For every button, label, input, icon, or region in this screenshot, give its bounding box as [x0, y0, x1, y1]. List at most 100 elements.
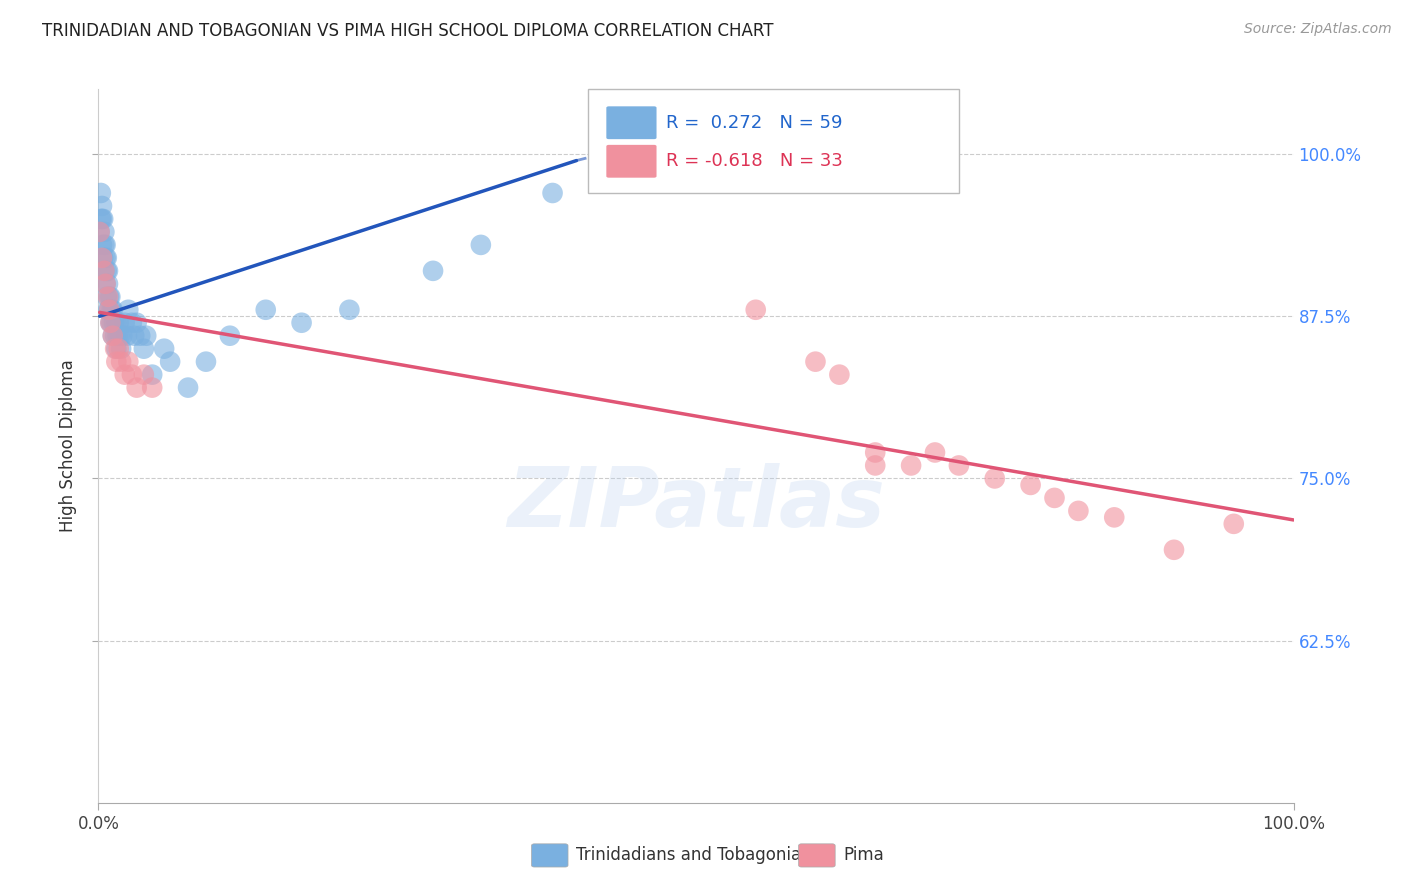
Point — [98, 316, 122, 330]
Text: ZIPatlas: ZIPatlas — [508, 463, 884, 543]
Point — [98, 302, 121, 317]
Point — [91, 211, 114, 226]
Point — [98, 290, 121, 304]
Point — [1102, 510, 1125, 524]
Point — [108, 328, 131, 343]
Point — [94, 251, 117, 265]
Point — [91, 238, 114, 252]
Point — [107, 316, 129, 330]
Point — [96, 290, 118, 304]
Point — [107, 328, 129, 343]
Text: R =  0.272   N = 59: R = 0.272 N = 59 — [666, 114, 842, 132]
Point — [254, 302, 277, 317]
Point — [97, 302, 120, 317]
Text: TRINIDADIAN AND TOBAGONIAN VS PIMA HIGH SCHOOL DIPLOMA CORRELATION CHART: TRINIDADIAN AND TOBAGONIAN VS PIMA HIGH … — [42, 22, 773, 40]
Point — [1019, 478, 1042, 492]
Point — [984, 471, 1007, 485]
Point — [828, 368, 851, 382]
Text: Pima: Pima — [844, 847, 884, 864]
Point — [105, 316, 128, 330]
Point — [94, 277, 117, 291]
Point — [93, 238, 115, 252]
Point — [101, 328, 124, 343]
Point — [97, 290, 120, 304]
Point — [89, 225, 111, 239]
Point — [121, 316, 143, 330]
Point — [94, 238, 117, 252]
Point — [291, 316, 314, 330]
Point — [141, 368, 163, 382]
Point — [863, 445, 887, 459]
Point — [541, 186, 564, 200]
Point — [89, 225, 111, 239]
Point — [91, 211, 114, 226]
Point — [863, 458, 887, 473]
Point — [110, 354, 132, 368]
Point — [96, 251, 118, 265]
Point — [141, 381, 163, 395]
Point — [90, 211, 112, 226]
Point — [100, 316, 122, 330]
Point — [103, 316, 125, 330]
Point — [100, 302, 122, 317]
Point — [97, 264, 120, 278]
Point — [900, 458, 922, 473]
Point — [132, 368, 155, 382]
Point — [153, 342, 176, 356]
Point — [105, 342, 128, 356]
Text: Source: ZipAtlas.com: Source: ZipAtlas.com — [1244, 22, 1392, 37]
Point — [115, 328, 138, 343]
Point — [125, 316, 148, 330]
Point — [117, 354, 139, 368]
Point — [948, 458, 970, 473]
Point — [114, 316, 136, 330]
Point — [1222, 516, 1246, 531]
Point — [132, 342, 155, 356]
Point — [91, 251, 114, 265]
Point — [93, 264, 115, 278]
Point — [470, 238, 492, 252]
Text: Trinidadians and Tobagonians: Trinidadians and Tobagonians — [576, 847, 821, 864]
Point — [924, 445, 946, 459]
Point — [745, 147, 768, 161]
Point — [219, 328, 242, 343]
FancyBboxPatch shape — [606, 106, 657, 139]
Point — [104, 342, 127, 356]
Point — [194, 354, 218, 368]
Point — [804, 354, 827, 368]
Point — [104, 328, 127, 343]
Point — [97, 277, 120, 291]
Point — [93, 264, 115, 278]
Point — [114, 368, 136, 382]
Point — [124, 328, 146, 343]
Point — [1067, 504, 1090, 518]
Point — [159, 354, 181, 368]
Point — [98, 290, 122, 304]
Y-axis label: High School Diploma: High School Diploma — [59, 359, 77, 533]
Point — [1043, 491, 1066, 505]
Point — [111, 328, 134, 343]
Point — [98, 302, 121, 317]
Point — [1163, 542, 1185, 557]
Point — [91, 199, 114, 213]
Point — [339, 302, 360, 317]
Point — [101, 302, 124, 317]
Point — [93, 225, 115, 239]
Point — [105, 354, 128, 368]
Point — [121, 368, 143, 382]
Point — [117, 302, 139, 317]
Point — [745, 302, 768, 317]
Point — [90, 186, 112, 200]
FancyBboxPatch shape — [588, 89, 959, 193]
Point — [177, 381, 200, 395]
Point — [422, 264, 444, 278]
Point — [101, 328, 124, 343]
Point — [135, 328, 157, 343]
Text: R = -0.618   N = 33: R = -0.618 N = 33 — [666, 153, 844, 170]
Point — [125, 381, 148, 395]
Point — [110, 342, 132, 356]
Point — [98, 316, 122, 330]
Point — [129, 328, 152, 343]
FancyBboxPatch shape — [606, 145, 657, 178]
Point — [107, 342, 129, 356]
